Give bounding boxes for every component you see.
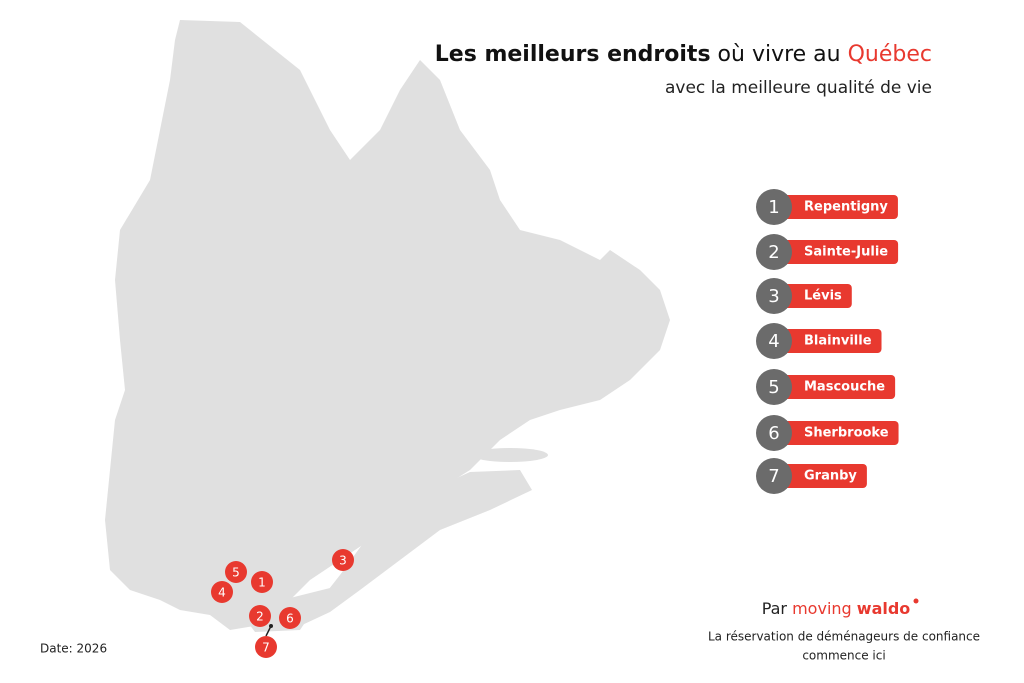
quebec-map [105,20,670,632]
rank-badge [756,189,792,225]
map-marker [211,581,233,603]
subtitle: avec la meilleure qualité de vie [665,78,932,98]
date: Date: 2026 [40,642,107,656]
map-marker-label: 2 [256,610,264,624]
city-pill [780,375,896,399]
map-marker-label: 3 [339,554,347,568]
map-markers: 1 2 3 45 6 7 [211,549,354,658]
map-marker-label: 4 [218,586,226,600]
rank-badge [756,278,792,314]
anticosti-island [472,448,548,462]
city-name: Sherbrooke [804,426,889,441]
title-bold: Les meilleurs endroits [435,42,711,67]
ranking-item: Granby 7 [756,458,867,494]
ranking-item: Blainville 4 [756,323,882,359]
city-pill [780,195,898,219]
brand-dot [913,598,919,604]
city-pill [780,464,867,488]
map-marker-label: 6 [286,612,294,626]
rank-badge [756,234,792,270]
brand-waldo: waldo [857,599,911,618]
brand-moving: moving [792,599,852,618]
rank-number: 7 [768,466,779,487]
city-pill [780,284,852,308]
city-name: Lévis [804,289,842,304]
rank-number: 4 [768,331,779,352]
tagline: commence ici [802,649,885,663]
rank-badge [756,369,792,405]
ranking-item: Sherbrooke 6 [756,415,899,451]
rank-number: 3 [768,286,779,307]
map-marker-label: 5 [232,566,240,580]
rank-badge [756,458,792,494]
map-marker [332,549,354,571]
city-pill [780,329,882,353]
city-pill [780,421,899,445]
map-marker [255,636,277,658]
map-marker-label: 1 [258,576,266,590]
mainland [105,20,670,630]
map-marker [279,607,301,629]
map-marker [251,571,273,593]
ranking-item: Lévis 3 [756,278,852,314]
ranking-item: Sainte-Julie 2 [756,234,899,270]
rank-number: 2 [768,242,779,263]
title-mid: où vivre au [718,42,841,67]
brand-prefix: Par [762,599,788,618]
rank-badge [756,415,792,451]
city-pill [780,240,899,264]
map-marker [249,605,271,627]
marker-point [269,624,273,628]
brand: Par moving waldo [762,599,911,618]
tagline: La réservation de déménageurs de confian… [708,630,980,644]
ranking-item: Repentigny 1 [756,189,898,225]
city-name: Blainville [804,334,872,349]
map-marker-label: 7 [262,641,270,655]
map-marker [225,561,247,583]
city-name: Sainte-Julie [804,245,888,260]
title-red: Québec [848,42,932,67]
gaspe-peninsula [300,470,532,626]
ranking-item: Mascouche 5 [756,369,896,405]
rank-number: 5 [768,377,779,398]
rank-badge [756,323,792,359]
rank-number: 1 [768,197,779,218]
city-name: Repentigny [804,200,888,215]
city-name: Granby [804,469,857,484]
title: Les meilleurs endroits où vivre au Québe… [435,42,932,67]
city-name: Mascouche [804,380,885,395]
rank-number: 6 [768,423,779,444]
ranking-list: Repentigny 1 Sainte-Julie 2 Lévis 3 Blainville… [756,189,899,494]
